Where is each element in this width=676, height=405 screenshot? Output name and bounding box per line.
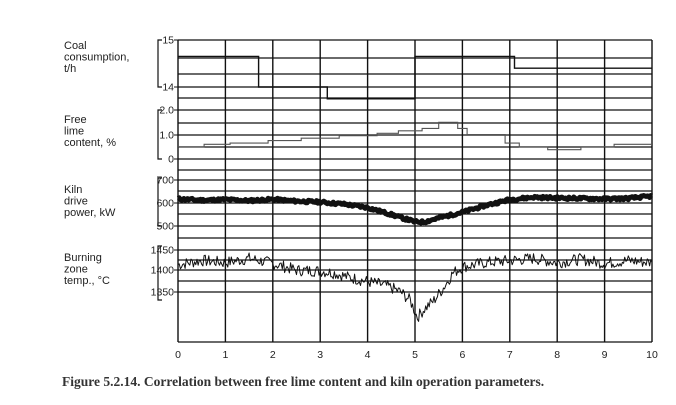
series-line-temp [177,252,653,322]
panel-label-power-line: power, kW [64,207,116,219]
series-line-power [176,193,654,226]
series-layer [176,55,654,322]
x-tick-label: 8 [554,349,560,361]
y-tick-label-lime: 2.0 [159,105,174,117]
panel-label-lime-line: Free [64,114,87,126]
panel-labels: Coal consumption, t/h Free lime content, % K… [64,40,129,287]
x-tick-label: 7 [507,349,513,361]
x-tick-label: 5 [412,349,418,361]
panel-label-lime: Free lime content, % [64,114,116,149]
series-line-lime [178,121,652,151]
panel-label-coal-line: Coal [64,40,87,52]
panel-label-coal-line: t/h [64,63,76,75]
y-axis-bracket-temp [157,245,162,301]
x-tick-label: 6 [459,349,465,361]
y-axes: 15 14 2.0 1.0 0 700 600 500 1450 1400 1350 [151,35,178,301]
x-tick-label: 2 [270,349,276,361]
y-tick-label-temp: 1350 [151,287,175,299]
x-tick-label: 3 [317,349,323,361]
y-tick-label-lime: 1.0 [159,130,174,142]
panel-label-coal-line: consumption, [64,52,129,64]
panel-label-power-line: Kiln [64,184,82,196]
y-tick-label-power: 600 [156,198,174,210]
panel-label-temp-line: temp., °C [64,275,110,287]
panel-label-coal: Coal consumption, t/h [64,40,129,75]
y-tick-label-temp: 1400 [151,265,175,277]
panel-label-temp-line: Burning [64,252,102,264]
y-tick-label-lime: 0 [168,154,174,166]
x-tick-label: 10 [646,349,658,361]
series-line-coal [178,55,652,100]
y-tick-label-temp: 1450 [151,245,175,257]
y-tick-label-coal: 15 [162,35,174,47]
y-axis-bracket-coal [157,39,162,88]
y-axis-bracket-lime [157,109,162,160]
x-tick-label: 9 [602,349,608,361]
x-tick-label: 0 [175,349,181,361]
y-tick-label-coal: 14 [162,82,174,94]
panel-label-temp-line: zone [64,264,88,276]
panel-label-power-line: drive [64,196,88,208]
y-axis-bracket-power [157,177,162,227]
x-tick-label: 1 [222,349,228,361]
panel-label-power: Kiln drive power, kW [64,184,116,219]
x-axis: 0 1 2 3 4 5 6 7 8 9 10 [175,349,658,361]
panel-label-lime-line: lime [64,126,84,138]
panel-label-temp: Burning zone temp., °C [64,252,110,287]
y-tick-label-power: 500 [156,221,174,233]
panel-label-lime-line: content, % [64,137,116,149]
x-tick-label: 4 [365,349,371,361]
figure-caption: Figure 5.2.14. Correlation between free … [62,374,545,389]
y-tick-label-power: 700 [156,175,174,187]
